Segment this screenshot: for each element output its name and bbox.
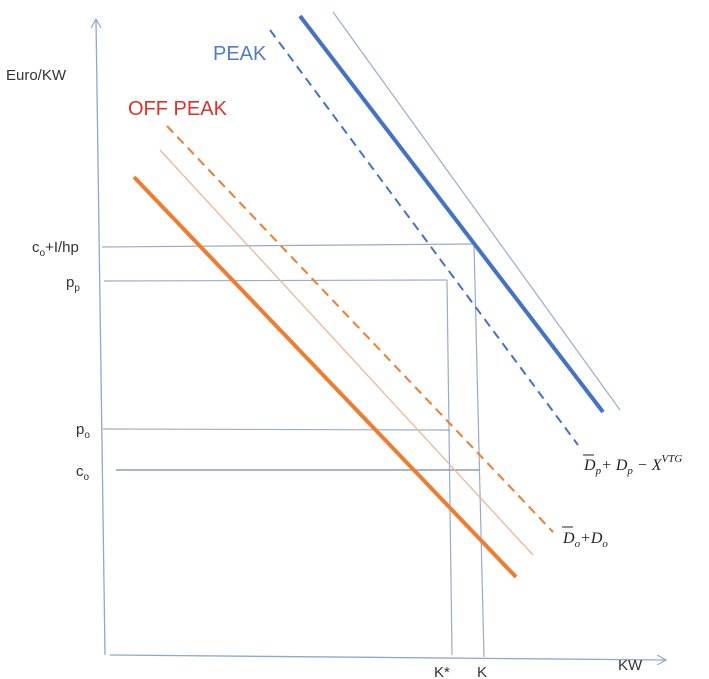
x-tick-k-star: K* — [434, 664, 450, 679]
off-peak-demand-formula: Do+Do — [562, 526, 608, 550]
peak-demand-dashed — [269, 29, 579, 446]
y-tick-pp: pp — [66, 274, 80, 294]
off-peak-demand-thick — [132, 175, 518, 579]
y-tick-co-plus-i-over-hp: co+I/hp — [32, 239, 79, 259]
x-axis-label: KW — [618, 657, 643, 674]
off-peak-demand-thin — [159, 149, 534, 556]
guide-po — [102, 428, 451, 431]
guide-co-lhp — [101, 243, 475, 248]
peak-demand-formula: Dp+ Dp − XVTG — [583, 453, 682, 477]
peak-demand-thin — [332, 11, 621, 411]
peak-demand-thick — [298, 14, 605, 414]
guide-pp — [103, 279, 448, 282]
off-peak-demand-dashed — [166, 125, 554, 533]
off-peak-title: OFF PEAK — [128, 98, 228, 120]
x-axis — [109, 654, 665, 660]
peak-title: PEAK — [213, 43, 267, 65]
x-tick-k: K — [477, 664, 487, 679]
svg-text:Do+Do: Do+Do — [562, 530, 608, 550]
guide-k-star — [446, 279, 453, 656]
y-tick-co: co — [76, 463, 90, 483]
y-axis-label: Euro/KW — [6, 67, 67, 84]
y-tick-po: po — [76, 421, 90, 441]
svg-text:Dp+ Dp − XVTG: Dp+ Dp − XVTG — [583, 453, 682, 477]
y-axis — [96, 20, 106, 656]
guide-k — [473, 243, 485, 658]
